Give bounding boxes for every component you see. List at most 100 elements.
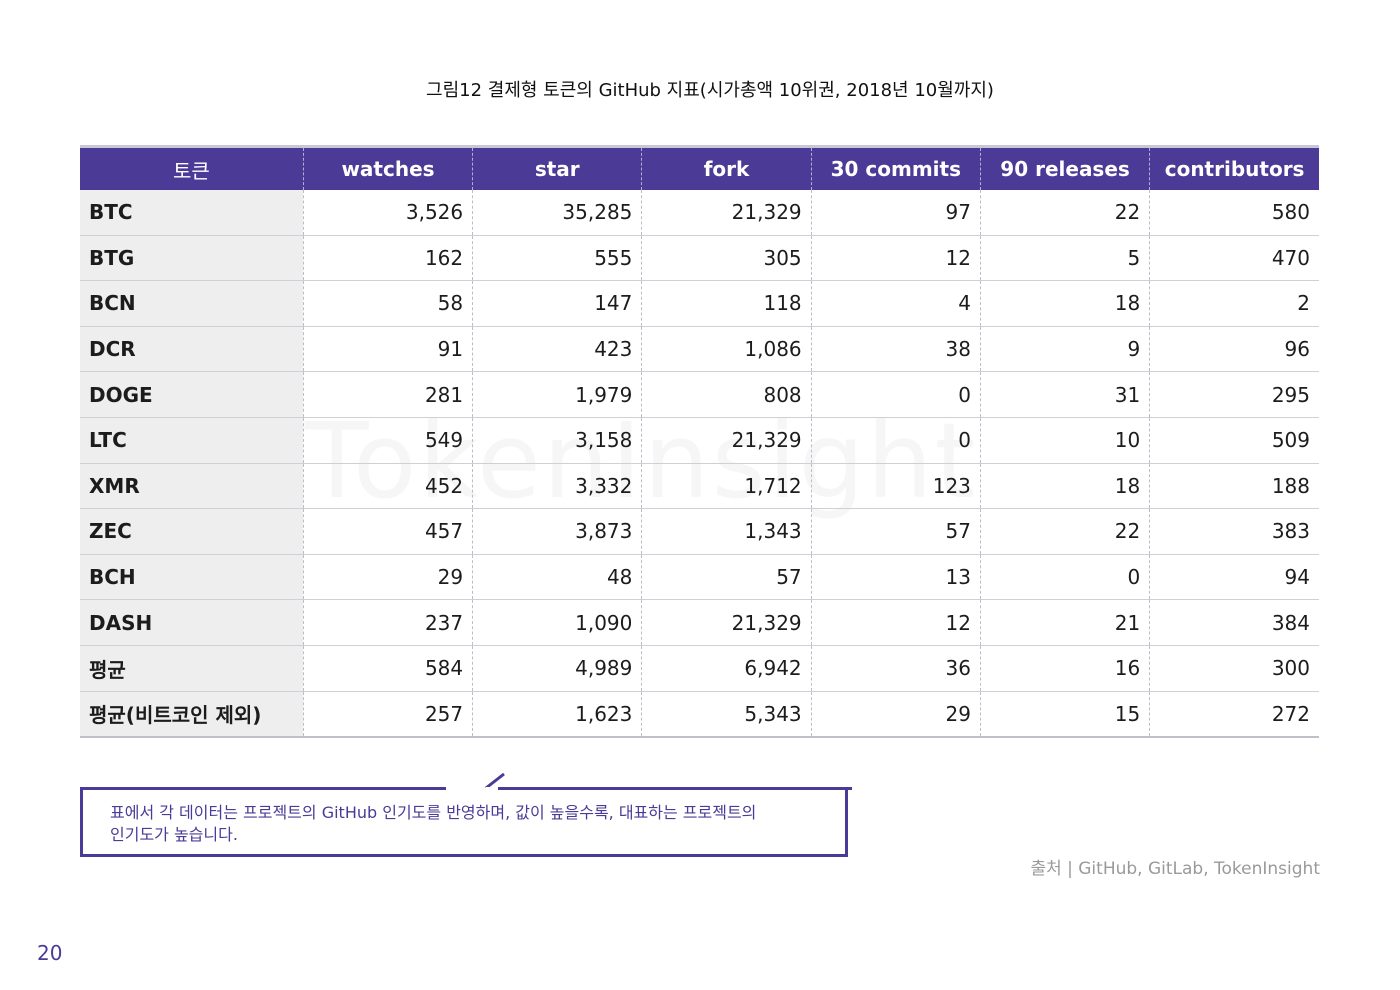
value-cell: 1,086: [641, 325, 812, 372]
value-cell: 1,343: [641, 508, 812, 555]
value-cell: 58: [302, 280, 473, 327]
page-number: 20: [37, 941, 63, 965]
value-cell: 147: [472, 280, 642, 327]
column-header: 30 commits: [810, 146, 981, 190]
value-cell: 281: [302, 371, 473, 418]
row-label-cell: LTC: [80, 416, 304, 464]
value-cell: 12: [810, 599, 981, 646]
value-cell: 3,158: [472, 416, 642, 464]
value-cell: 470: [1149, 234, 1319, 281]
value-cell: 3,873: [472, 508, 642, 555]
note-border-left: [80, 787, 446, 790]
value-cell: 257: [302, 690, 473, 739]
value-cell: 549: [302, 416, 473, 464]
table-row: BTC 3,526 35,285 21,329 97 22 580: [80, 190, 1319, 236]
note-border-right: [488, 787, 852, 790]
column-header: contributors: [1149, 146, 1319, 190]
value-cell: 48: [472, 553, 642, 600]
value-cell: 423: [472, 325, 642, 372]
note-text: 표에서 각 데이터는 프로젝트의 GitHub 인기도를 반영하며, 값이 높을…: [110, 802, 830, 846]
github-metrics-table: 토큰 watches star fork 30 commits 90 releases co…: [80, 145, 1319, 739]
value-cell: 1,712: [641, 462, 812, 509]
value-cell: 4,989: [472, 644, 642, 692]
value-cell: 91: [302, 325, 473, 372]
value-cell: 97: [810, 190, 981, 236]
row-label-cell: XMR: [80, 462, 304, 509]
row-label-cell: ZEC: [80, 508, 304, 555]
figure-title: 그림12 결제형 토큰의 GitHub 지표(시가총액 10위권, 2018년 …: [426, 80, 994, 101]
value-cell: 584: [302, 644, 473, 692]
value-cell: 22: [979, 508, 1150, 555]
value-cell: 29: [302, 553, 473, 600]
value-cell: 808: [641, 371, 812, 418]
value-cell: 5: [979, 234, 1150, 281]
table-row: BCH 29 48 57 13 0 94: [80, 553, 1319, 600]
value-cell: 10: [979, 416, 1150, 464]
value-cell: 21,329: [641, 416, 812, 464]
table-header-row: 토큰 watches star fork 30 commits 90 releases co…: [80, 146, 1319, 190]
speech-tail-icon: [485, 773, 505, 791]
value-cell: 383: [1149, 508, 1319, 555]
value-cell: 94: [1149, 553, 1319, 600]
table-body: BTC 3,526 35,285 21,329 97 22 580 BTG 162 555 305 1…: [80, 190, 1319, 739]
value-cell: 5,343: [641, 690, 812, 739]
value-cell: 9: [979, 325, 1150, 372]
column-header: star: [472, 146, 642, 190]
value-cell: 162: [302, 234, 473, 281]
value-cell: 15: [979, 690, 1150, 739]
value-cell: 31: [979, 371, 1150, 418]
value-cell: 295: [1149, 371, 1319, 418]
row-label-cell: BTG: [80, 234, 304, 281]
value-cell: 188: [1149, 462, 1319, 509]
note-box: [80, 789, 848, 857]
column-header: 토큰: [80, 146, 304, 190]
value-cell: 1,623: [472, 690, 642, 739]
value-cell: 22: [979, 190, 1150, 236]
value-cell: 3,332: [472, 462, 642, 509]
value-cell: 555: [472, 234, 642, 281]
value-cell: 0: [810, 371, 981, 418]
table-row: XMR 452 3,332 1,712 123 18 188: [80, 462, 1319, 509]
note-line-2: 인기도가 높습니다.: [110, 825, 238, 844]
row-label-cell: 평균(비트코인 제외): [80, 690, 304, 739]
value-cell: 35,285: [472, 190, 642, 236]
table-row: DCR 91 423 1,086 38 9 96: [80, 325, 1319, 372]
row-label-cell: 평균: [80, 644, 304, 692]
value-cell: 0: [810, 416, 981, 464]
value-cell: 18: [979, 280, 1150, 327]
value-cell: 2: [1149, 280, 1319, 327]
value-cell: 16: [979, 644, 1150, 692]
table-row: BCN 58 147 118 4 18 2: [80, 280, 1319, 327]
note-line-1: 표에서 각 데이터는 프로젝트의 GitHub 인기도를 반영하며, 값이 높을…: [110, 803, 757, 822]
value-cell: 300: [1149, 644, 1319, 692]
value-cell: 123: [810, 462, 981, 509]
row-label-cell: DASH: [80, 599, 304, 646]
row-label-cell: DOGE: [80, 371, 304, 418]
table-row: DOGE 281 1,979 808 0 31 295: [80, 371, 1319, 418]
value-cell: 4: [810, 280, 981, 327]
value-cell: 21: [979, 599, 1150, 646]
value-cell: 38: [810, 325, 981, 372]
value-cell: 36: [810, 644, 981, 692]
value-cell: 57: [810, 508, 981, 555]
value-cell: 1,090: [472, 599, 642, 646]
row-label-cell: BCH: [80, 553, 304, 600]
table-row: 평균 584 4,989 6,942 36 16 300: [80, 644, 1319, 692]
value-cell: 452: [302, 462, 473, 509]
value-cell: 384: [1149, 599, 1319, 646]
value-cell: 305: [641, 234, 812, 281]
value-cell: 21,329: [641, 599, 812, 646]
value-cell: 237: [302, 599, 473, 646]
source-credit: 출처 | GitHub, GitLab, TokenInsight: [1030, 859, 1320, 879]
value-cell: 3,526: [302, 190, 473, 236]
column-header: fork: [641, 146, 812, 190]
value-cell: 457: [302, 508, 473, 555]
value-cell: 6,942: [641, 644, 812, 692]
value-cell: 0: [979, 553, 1150, 600]
value-cell: 29: [810, 690, 981, 739]
value-cell: 18: [979, 462, 1150, 509]
value-cell: 1,979: [472, 371, 642, 418]
value-cell: 21,329: [641, 190, 812, 236]
table-row: 평균(비트코인 제외) 257 1,623 5,343 29 15 272: [80, 690, 1319, 739]
table-row: DASH 237 1,090 21,329 12 21 384: [80, 599, 1319, 646]
